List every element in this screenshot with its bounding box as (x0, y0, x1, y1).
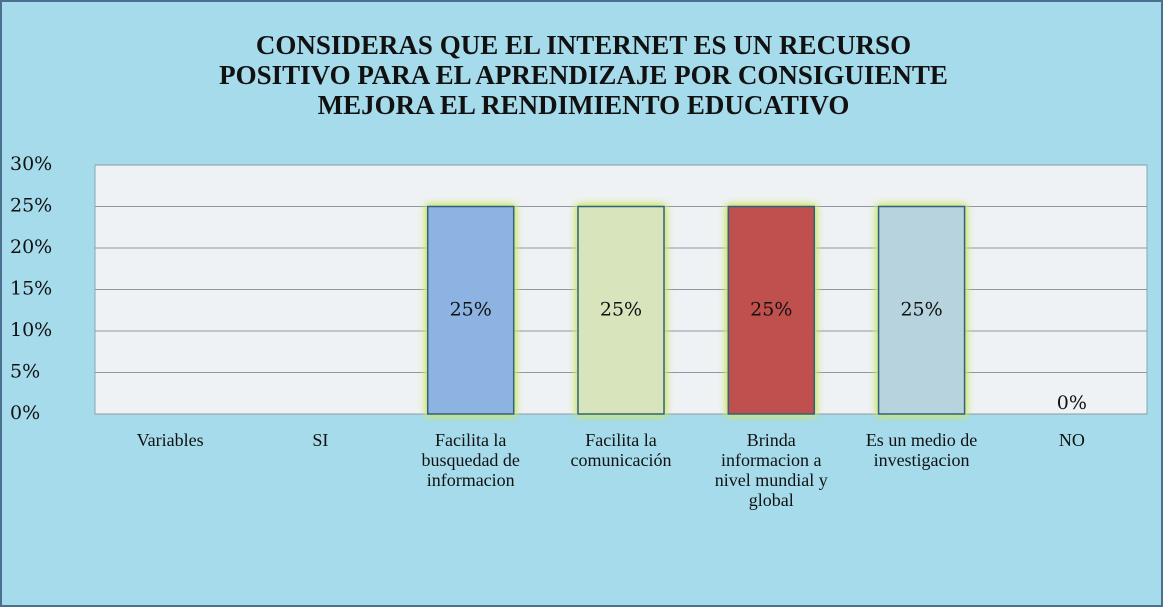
bar (577, 205, 665, 415)
bar (727, 205, 816, 415)
x-tick-label: Variables (136, 430, 204, 450)
y-tick-label: 0% (10, 402, 40, 424)
bar (877, 205, 966, 415)
y-tick-label: 10% (10, 319, 52, 341)
y-tick-label: 20% (10, 236, 52, 258)
x-tick-label: Facilita la comunicación (570, 430, 672, 470)
y-tick-label: 15% (10, 278, 52, 300)
bar (426, 205, 515, 415)
x-tick-label: Brinda informacion a nivel mundial y glo… (714, 430, 828, 510)
y-tick-label: 30% (10, 153, 52, 175)
chart-title: POSITIVO PARA EL APRENDIZAJE POR CONSIGU… (219, 60, 948, 90)
y-tick-label: 5% (10, 361, 40, 383)
data-label: 25% (750, 298, 792, 320)
x-tick-label: SI (312, 430, 329, 450)
data-label: 0% (1057, 392, 1087, 414)
data-label: 25% (450, 298, 492, 320)
x-tick-label: Facilita la busquedad de informacion (421, 430, 520, 490)
data-label: 25% (900, 298, 942, 320)
y-tick-label: 25% (10, 195, 52, 217)
data-label: 25% (600, 298, 642, 320)
chart-title: CONSIDERAS QUE EL INTERNET ES UN RECURSO (255, 30, 912, 60)
x-tick-label: NO (1058, 430, 1085, 450)
chart-title: MEJORA EL RENDIMIENTO EDUCATIVO (317, 90, 850, 120)
x-tick-label: Es un medio de investigacion (865, 430, 978, 470)
